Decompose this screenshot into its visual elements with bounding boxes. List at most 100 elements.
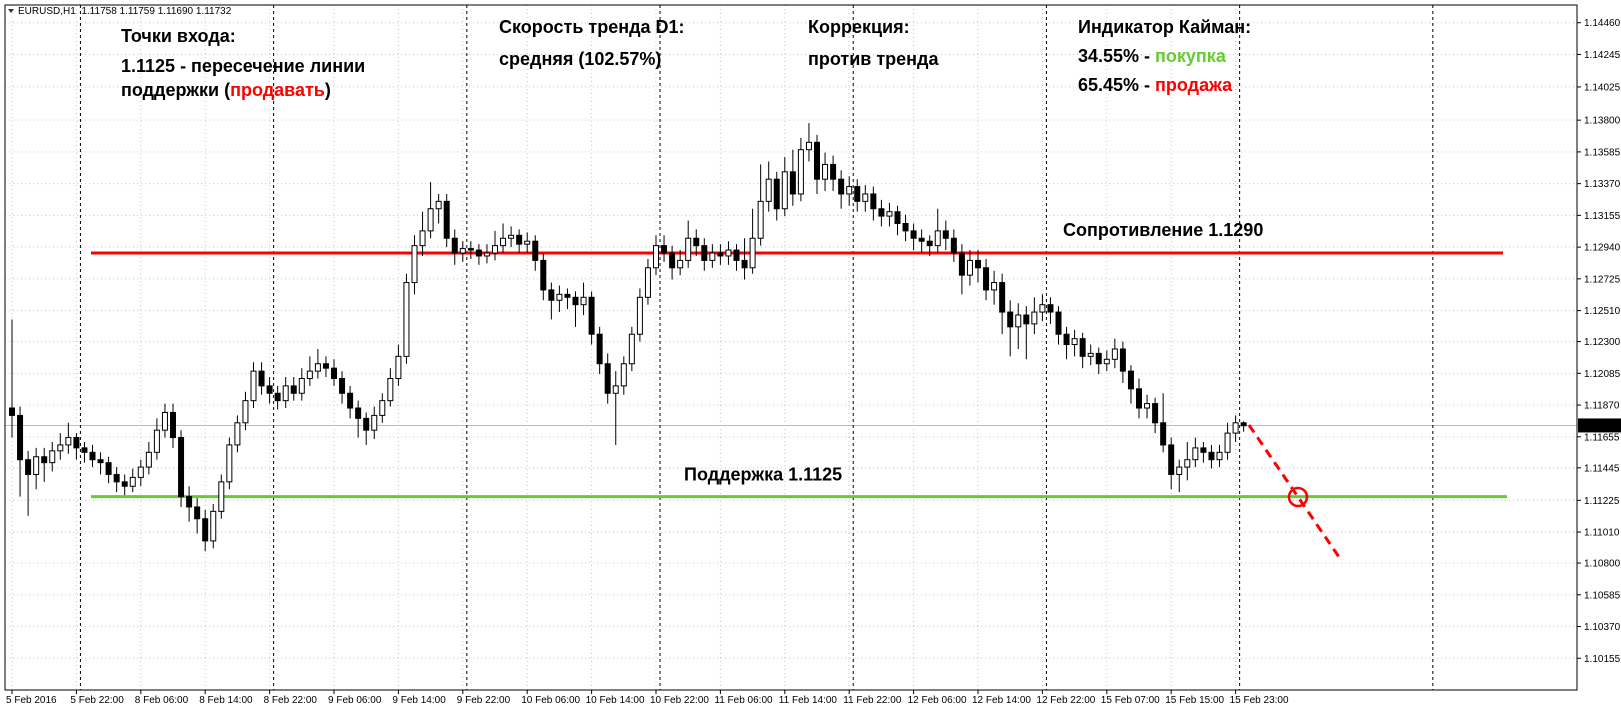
candle-body <box>49 450 56 464</box>
candles <box>9 123 1247 552</box>
candle-body <box>926 240 933 247</box>
candle-body <box>387 378 394 402</box>
candle-body <box>33 456 40 475</box>
candle-body <box>41 456 48 464</box>
x-tick-label: 11 Feb 06:00 <box>714 695 773 706</box>
candle-body <box>65 437 72 446</box>
annotation-line: 1.1125 - пересечение линии <box>121 56 365 76</box>
candle-body <box>145 451 152 468</box>
candle-body <box>467 248 474 251</box>
candle-body <box>1200 447 1207 453</box>
candle-body <box>540 259 547 291</box>
candle-body <box>661 245 668 254</box>
candle-body <box>339 378 346 394</box>
x-tick-label: 8 Feb 14:00 <box>199 695 253 706</box>
y-tick-label: 1.13370 <box>1584 179 1621 190</box>
candle-body <box>709 252 716 261</box>
candle-body <box>411 245 418 284</box>
candle-body <box>1063 333 1070 346</box>
candle-body <box>628 333 635 365</box>
candle-body <box>1160 422 1167 446</box>
candle-body <box>1023 314 1030 325</box>
candle-body <box>395 355 402 380</box>
candle-body <box>298 378 305 394</box>
candle-body <box>314 363 321 372</box>
candle-body <box>1168 444 1175 475</box>
annotation-line: поддержки (продавать) <box>121 80 331 100</box>
annotations: Сопротивление 1.1290 Поддержка 1.1125 Точк… <box>121 17 1263 485</box>
target-circle <box>1287 486 1309 508</box>
annotation-text: 65.45% - <box>1078 75 1155 95</box>
candle-body <box>451 237 458 254</box>
y-tick-label: 1.13585 <box>1584 147 1621 158</box>
candle-body <box>113 473 120 483</box>
candle-body <box>814 141 820 180</box>
x-tick-label: 9 Feb 06:00 <box>328 695 382 706</box>
annotation-line: средняя (102.57%) <box>499 49 661 69</box>
candle-body <box>1240 422 1247 427</box>
candle-body <box>1095 352 1102 365</box>
candle-body <box>830 163 837 180</box>
candle-body <box>129 476 136 487</box>
y-tick-label: 1.12085 <box>1584 369 1621 380</box>
candle-body <box>1216 451 1223 461</box>
candle-body <box>194 506 201 520</box>
candle-body <box>153 429 160 453</box>
candle-body <box>355 407 362 419</box>
candle-body <box>636 296 643 335</box>
candle-body <box>266 385 273 394</box>
candle-body <box>966 259 973 276</box>
y-tick-label: 1.12725 <box>1584 274 1621 285</box>
x-tick-label: 10 Feb 22:00 <box>650 695 709 706</box>
x-tick-label: 12 Feb 22:00 <box>1036 695 1095 706</box>
candle-body <box>435 200 442 210</box>
candle-body <box>854 186 861 202</box>
x-tick-label: 11 Feb 22:00 <box>843 695 902 706</box>
candle-body <box>644 267 651 298</box>
level-label: Сопротивление 1.1290 <box>1063 220 1263 240</box>
candle-body <box>1208 451 1215 461</box>
annotation-line: Скорость тренда D1: <box>499 17 685 37</box>
annotation-line: Коррекция: <box>808 17 910 37</box>
candle-body <box>1136 388 1142 409</box>
candle-body <box>290 385 297 394</box>
candle-body <box>1184 459 1191 468</box>
annotation-text: продавать <box>230 80 325 100</box>
candle-body <box>178 437 185 498</box>
y-tick-label: 1.13155 <box>1584 211 1621 222</box>
annotation-text: средняя (102.57%) <box>499 49 661 69</box>
candle-body <box>379 400 386 416</box>
annotation-text: Точки входа: <box>121 26 236 46</box>
annotation-text: 34.55% - <box>1078 46 1155 66</box>
candle-body <box>1224 432 1231 453</box>
y-tick-label: 1.11655 <box>1584 432 1620 443</box>
candle-body <box>419 230 426 247</box>
candle-body <box>186 496 193 508</box>
candle-body <box>918 237 925 242</box>
candle-body <box>789 171 796 195</box>
candle-body <box>234 422 241 446</box>
candle-body <box>1111 348 1118 360</box>
annotation-text: Скорость тренда D1: <box>499 17 685 37</box>
candle-body <box>653 245 659 269</box>
candle-body <box>878 208 885 217</box>
candle-body <box>121 481 128 487</box>
x-tick-label: 9 Feb 22:00 <box>457 695 511 706</box>
forecast-line <box>1247 424 1343 561</box>
candle-body <box>1192 447 1199 461</box>
x-tick-label: 8 Feb 22:00 <box>264 695 318 706</box>
candle-body <box>1144 403 1151 409</box>
y-tick-label: 1.14025 <box>1584 82 1621 93</box>
candle-body <box>862 193 869 202</box>
x-tick-label: 15 Feb 15:00 <box>1165 695 1224 706</box>
y-tick-label: 1.11225 <box>1584 496 1620 507</box>
candle-body <box>1055 311 1062 335</box>
candle-body <box>202 518 209 542</box>
candle-body <box>572 296 579 306</box>
candle-body <box>604 363 611 394</box>
candle-body <box>975 259 981 269</box>
candle-body <box>427 208 434 232</box>
candle-body <box>274 392 281 402</box>
annotation-text: против тренда <box>808 49 939 69</box>
